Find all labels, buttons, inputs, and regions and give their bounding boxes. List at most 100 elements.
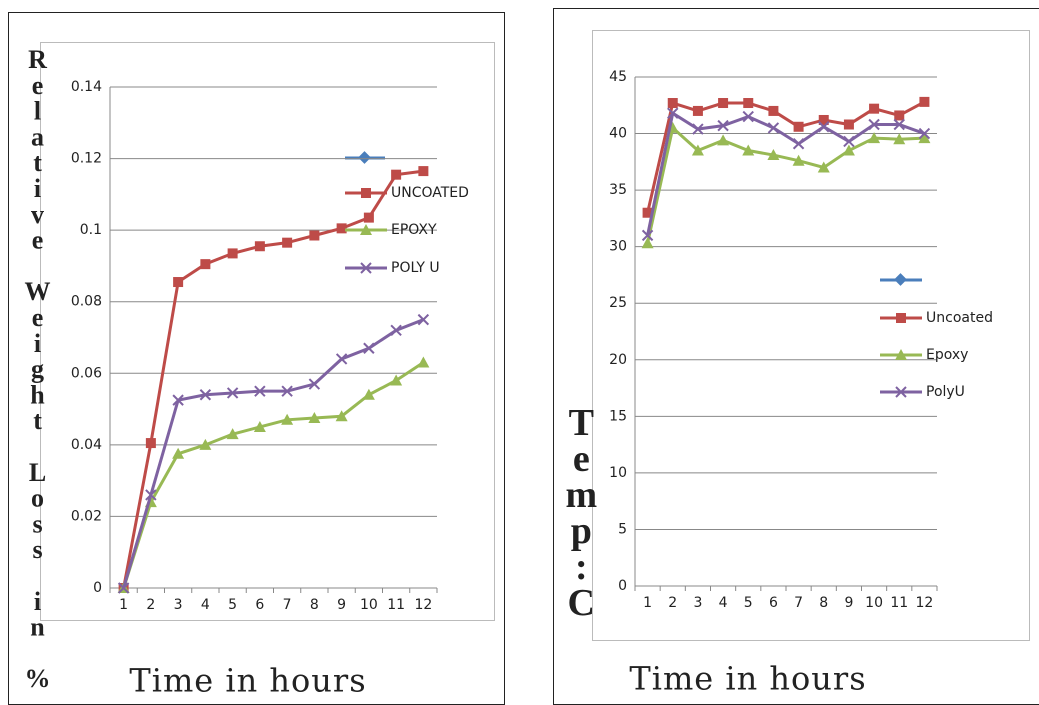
x-tick-label: 11 (890, 595, 908, 611)
marker (692, 123, 704, 135)
x-tick-label: 5 (744, 595, 753, 611)
marker (767, 122, 780, 134)
x-tick-label: 5 (228, 597, 237, 613)
marker (717, 119, 729, 132)
marker (919, 96, 930, 107)
marker (173, 277, 184, 288)
marker (417, 356, 430, 368)
y-tick-label: 0.12 (71, 151, 102, 167)
marker (894, 110, 905, 121)
marker (226, 428, 239, 440)
x-tick-label: 7 (794, 595, 803, 611)
x-tick-label: 3 (693, 595, 702, 611)
legend-label: UNCOATED (391, 185, 469, 201)
y-tick-label: 10 (609, 465, 627, 481)
marker (868, 132, 881, 144)
x-tick-label: 6 (255, 597, 264, 613)
x-tick-label: 2 (668, 595, 677, 611)
marker (309, 230, 320, 241)
marker (360, 262, 372, 274)
marker (869, 103, 880, 114)
marker (335, 410, 348, 422)
marker (254, 241, 265, 252)
y-tick-label: 20 (609, 352, 627, 368)
y-axis-label: Relative Weight Loss in % (23, 45, 52, 690)
x-tick-label: 1 (119, 597, 128, 613)
marker (742, 144, 755, 156)
marker (843, 135, 855, 148)
x-tick-label: 9 (337, 597, 346, 613)
legend-marker (894, 273, 907, 286)
marker (363, 212, 374, 223)
marker (362, 388, 375, 400)
series-line (122, 361, 425, 589)
marker (641, 237, 654, 249)
y-tick-label: 0.02 (71, 508, 102, 524)
marker (896, 313, 906, 323)
x-tick-label: 10 (865, 595, 883, 611)
marker (768, 105, 779, 116)
marker (390, 324, 402, 337)
y-tick-label: 0.14 (71, 79, 102, 95)
marker (417, 313, 430, 326)
marker (308, 412, 321, 424)
x-tick-label: 4 (201, 597, 210, 613)
y-tick-label: 5 (618, 521, 627, 537)
marker (895, 349, 907, 360)
marker (199, 389, 212, 401)
legend-label: POLY U (391, 260, 440, 276)
marker (691, 144, 704, 156)
marker (390, 374, 403, 386)
marker (818, 114, 829, 125)
series-line (646, 125, 925, 244)
marker (767, 149, 780, 161)
marker (200, 259, 211, 270)
marker (335, 353, 348, 365)
legend-label: Uncoated (926, 310, 993, 326)
y-tick-label: 0 (618, 578, 627, 594)
series-line (122, 169, 424, 589)
marker (918, 132, 931, 144)
x-tick-label: 12 (916, 595, 934, 611)
x-axis-label: Time in hours (129, 662, 366, 700)
marker (363, 342, 375, 354)
y-tick-label: 0 (93, 580, 102, 596)
marker (818, 121, 830, 133)
marker (692, 105, 703, 116)
marker (868, 118, 880, 131)
marker (893, 118, 905, 131)
x-tick-label: 12 (414, 597, 432, 613)
left-chart-area (40, 42, 495, 621)
marker (792, 154, 805, 166)
marker (172, 447, 185, 459)
marker (172, 394, 184, 406)
right-chart-area (592, 30, 1030, 641)
marker (361, 188, 371, 198)
x-tick-label: 3 (174, 597, 183, 613)
marker (717, 134, 730, 146)
x-tick-label: 10 (360, 597, 378, 613)
legend-label: PolyU (926, 384, 965, 400)
y-axis-label: Temp:C (560, 402, 602, 618)
series-line (122, 318, 424, 589)
y-tick-label: 15 (609, 408, 627, 424)
y-tick-label: 40 (609, 126, 627, 142)
marker (793, 121, 804, 132)
marker (117, 582, 130, 594)
series-line (646, 110, 925, 236)
marker (145, 438, 156, 449)
marker (199, 438, 212, 450)
x-tick-label: 1 (643, 595, 652, 611)
marker (308, 378, 321, 390)
marker (281, 413, 294, 425)
marker (893, 133, 906, 145)
x-axis-label: Time in hours (629, 660, 866, 698)
marker (667, 98, 678, 109)
marker (282, 237, 293, 248)
marker (281, 385, 293, 397)
marker (895, 386, 907, 398)
x-tick-label: 2 (146, 597, 155, 613)
marker (743, 98, 754, 109)
y-tick-label: 25 (609, 295, 627, 311)
